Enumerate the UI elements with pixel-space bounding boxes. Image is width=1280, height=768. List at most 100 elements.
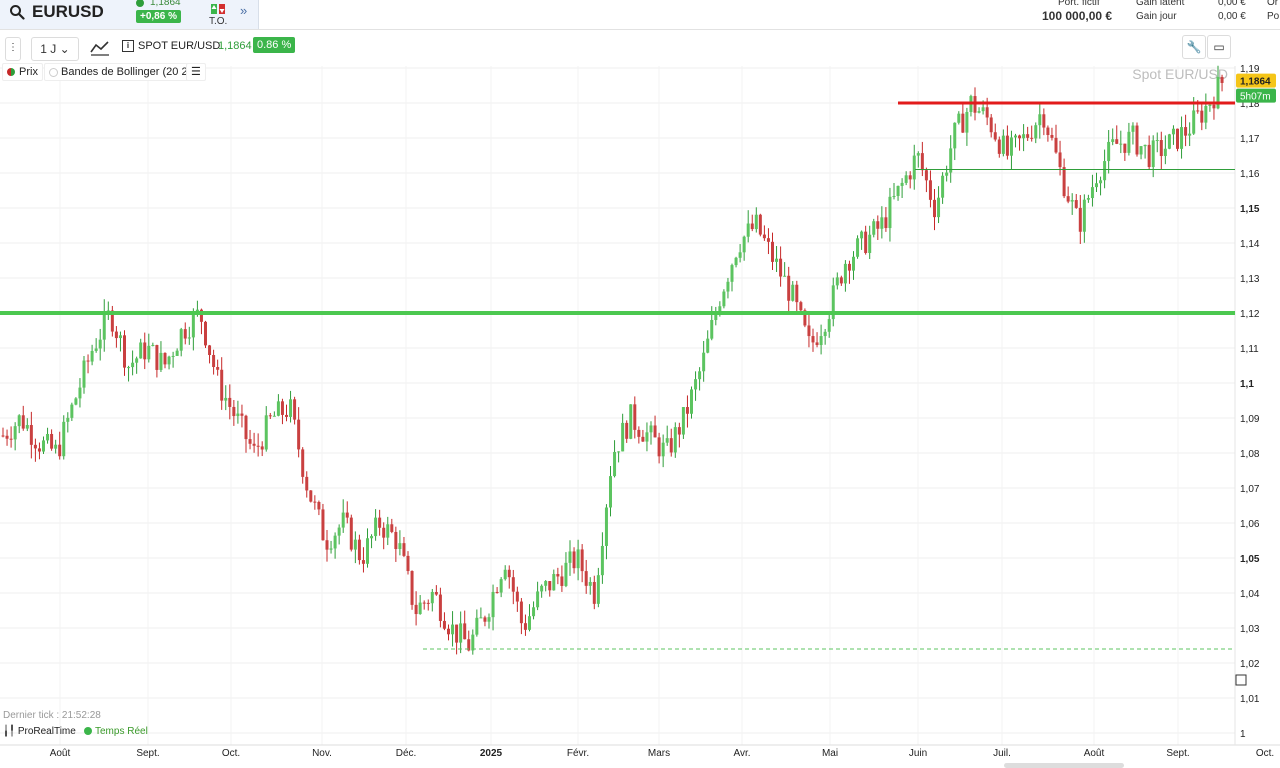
- candle-body: [523, 623, 527, 630]
- candle-body: [212, 354, 216, 368]
- candle-body: [135, 358, 139, 363]
- candle-body: [1026, 134, 1030, 138]
- candle-body: [673, 427, 677, 453]
- change-badge: +0,86 %: [136, 10, 181, 23]
- drag-handle-icon[interactable]: ⋮: [5, 37, 21, 61]
- info-icon[interactable]: i: [122, 40, 134, 52]
- chevron-double-right-icon[interactable]: »: [240, 3, 248, 18]
- candle-body: [1119, 143, 1123, 145]
- candle-body: [442, 620, 446, 629]
- candle-body: [483, 617, 487, 622]
- chart-type-icon[interactable]: [90, 39, 110, 57]
- to-label[interactable]: T.O.: [209, 16, 228, 27]
- candle-body: [175, 350, 179, 356]
- interval-select[interactable]: 1 J ⌄: [31, 37, 79, 61]
- candle-body: [726, 281, 730, 292]
- candle-body: [920, 153, 924, 171]
- candle-body: [309, 490, 313, 502]
- candle-body: [916, 153, 920, 156]
- candle-body: [649, 425, 653, 433]
- instrument-header[interactable]: EURUSD 1,1864 +0,86 % T.O. »: [0, 0, 259, 29]
- candle-body: [25, 425, 29, 429]
- legend-prix[interactable]: Prix: [2, 63, 43, 81]
- y-tick-label: 1,16: [1240, 169, 1260, 180]
- candle-body: [989, 117, 993, 133]
- y-tick-label: 1: [1240, 729, 1246, 740]
- candle-body: [297, 419, 301, 450]
- candle-body: [734, 257, 738, 266]
- x-tick-label: Juil.: [993, 748, 1011, 759]
- candle-body: [1167, 134, 1171, 149]
- port-label: Port. fictif: [1058, 0, 1100, 8]
- window-icon[interactable]: ▭: [1207, 35, 1231, 59]
- candle-body: [900, 182, 904, 186]
- candle-body: [143, 342, 147, 360]
- candle-body: [1062, 167, 1066, 197]
- x-tick-label: Mars: [648, 748, 670, 759]
- candle-body: [661, 442, 665, 457]
- candle-body: [1127, 131, 1131, 153]
- candle-body: [860, 231, 864, 239]
- candle-body: [471, 634, 475, 651]
- candle-body: [183, 329, 187, 339]
- candle-body: [904, 175, 908, 183]
- candle-body: [1220, 76, 1224, 83]
- candle-body: [118, 335, 122, 339]
- candle-body: [613, 451, 617, 477]
- legend-bollinger[interactable]: Bandes de Bollinger (20 2): [44, 63, 197, 81]
- wrench-icon[interactable]: 🔧: [1182, 35, 1206, 59]
- candle-body: [313, 501, 317, 503]
- horizontal-scrollbar[interactable]: [1004, 763, 1124, 768]
- candle-body: [746, 223, 750, 237]
- candle-body: [985, 107, 989, 118]
- candle-body: [216, 367, 220, 370]
- x-tick-label: Sept.: [136, 748, 159, 759]
- candle-body: [430, 591, 434, 604]
- candle-body: [276, 401, 280, 416]
- candle-body: [1151, 140, 1155, 168]
- candle-body: [532, 607, 536, 617]
- candle-body: [629, 404, 633, 439]
- candle-body: [766, 238, 770, 242]
- candle-body: [58, 444, 62, 457]
- port-value: 100 000,00 €: [1042, 9, 1113, 23]
- status-dot: [136, 0, 144, 7]
- y-tick-label: 1,07: [1240, 484, 1260, 495]
- candle-body: [1, 435, 5, 437]
- instrument-symbol[interactable]: EURUSD: [32, 2, 104, 21]
- candle-body: [536, 591, 540, 608]
- candle-body: [750, 223, 754, 230]
- candle-body: [179, 329, 183, 351]
- y-tick-label: 1,04: [1240, 589, 1260, 600]
- list-icon[interactable]: ☰: [186, 63, 206, 81]
- candle-body: [665, 438, 669, 443]
- y-tick-label: 1,15: [1240, 204, 1260, 215]
- order-arrows-icon[interactable]: [210, 3, 226, 15]
- candle-body: [155, 345, 159, 370]
- candle-body: [1074, 200, 1078, 208]
- candle-body: [1001, 135, 1005, 154]
- candle-body: [86, 360, 90, 362]
- candle-body: [78, 387, 82, 399]
- candle-body: [1171, 128, 1175, 135]
- candle-body: [1042, 114, 1046, 128]
- candle-body: [1200, 110, 1204, 123]
- candle-body: [580, 549, 584, 572]
- candle-body: [515, 591, 519, 602]
- candle-body: [576, 549, 580, 569]
- candle-body: [329, 548, 333, 550]
- candle-body: [426, 602, 430, 604]
- candle-body: [1155, 140, 1159, 142]
- x-tick-label: Sept.: [1166, 748, 1189, 759]
- candle-body: [455, 624, 459, 643]
- candle-body: [349, 517, 353, 550]
- candle-body: [410, 571, 414, 605]
- candle-body: [653, 425, 657, 438]
- x-tick-label: Août: [1084, 748, 1105, 759]
- candle-body: [981, 107, 985, 112]
- candle-body: [1131, 125, 1135, 132]
- search-icon[interactable]: [9, 4, 25, 20]
- candle-body: [714, 313, 718, 321]
- candle-body: [1005, 135, 1009, 156]
